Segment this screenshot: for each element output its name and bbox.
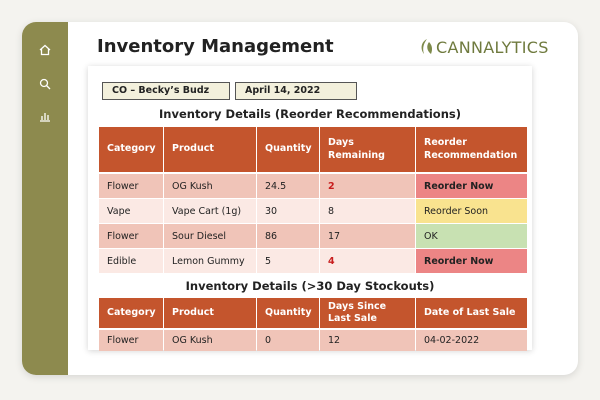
table-cell: Vape Cart (1g) — [164, 199, 256, 223]
table-title: Inventory Details (Reorder Recommendatio… — [159, 107, 461, 121]
chart-icon[interactable] — [39, 110, 51, 122]
table-cell: 8 — [320, 199, 415, 223]
table-cell: OG Kush — [164, 174, 256, 198]
table-cell: 2 — [320, 174, 415, 198]
table-title: Inventory Details (>30 Day Stockouts) — [185, 279, 435, 293]
table-cell: 5 — [257, 249, 319, 273]
table-cell: 24.5 — [257, 174, 319, 198]
table-cell: 17 — [320, 224, 415, 248]
column-header: Date of Last Sale — [416, 298, 527, 328]
column-header: Product — [164, 127, 256, 172]
table-cell: Flower — [99, 224, 163, 248]
column-header: Category — [99, 127, 163, 172]
table-cell: 86 — [257, 224, 319, 248]
column-header: Quantity — [257, 298, 319, 328]
column-header: Reorder Recommendation — [416, 127, 527, 172]
column-header: Days Remaining — [320, 127, 415, 172]
table-cell: Vape — [99, 199, 163, 223]
home-icon[interactable] — [39, 44, 51, 56]
table-cell: Flower — [99, 174, 163, 198]
table-cell: 4 — [320, 249, 415, 273]
table-cell: OG Kush — [164, 330, 256, 351]
table-cell: 0 — [257, 330, 319, 351]
table-cell: Flower — [99, 330, 163, 351]
column-header: Category — [99, 298, 163, 328]
store-filter[interactable]: CO – Becky’s Budz — [102, 82, 230, 100]
page-title: Inventory Management — [97, 36, 334, 57]
brand-name: CANNALYTICS — [436, 38, 549, 57]
table-cell: Sour Diesel — [164, 224, 256, 248]
table-cell: Lemon Gummy — [164, 249, 256, 273]
table-cell: Reorder Soon — [416, 199, 527, 223]
column-header: Quantity — [257, 127, 319, 172]
sidebar — [22, 22, 68, 375]
table-cell: 04-02-2022 — [416, 330, 527, 351]
table-cell: 30 — [257, 199, 319, 223]
column-header: Product — [164, 298, 256, 328]
table-cell: OK — [416, 224, 527, 248]
brand-logo — [421, 39, 433, 54]
table-cell: 12 — [320, 330, 415, 351]
search-icon[interactable] — [39, 78, 51, 90]
date-filter[interactable]: April 14, 2022 — [235, 82, 357, 100]
table-cell: Reorder Now — [416, 174, 527, 198]
table-cell: Reorder Now — [416, 249, 527, 273]
table-cell: Edible — [99, 249, 163, 273]
column-header: Days Since Last Sale — [320, 298, 415, 328]
